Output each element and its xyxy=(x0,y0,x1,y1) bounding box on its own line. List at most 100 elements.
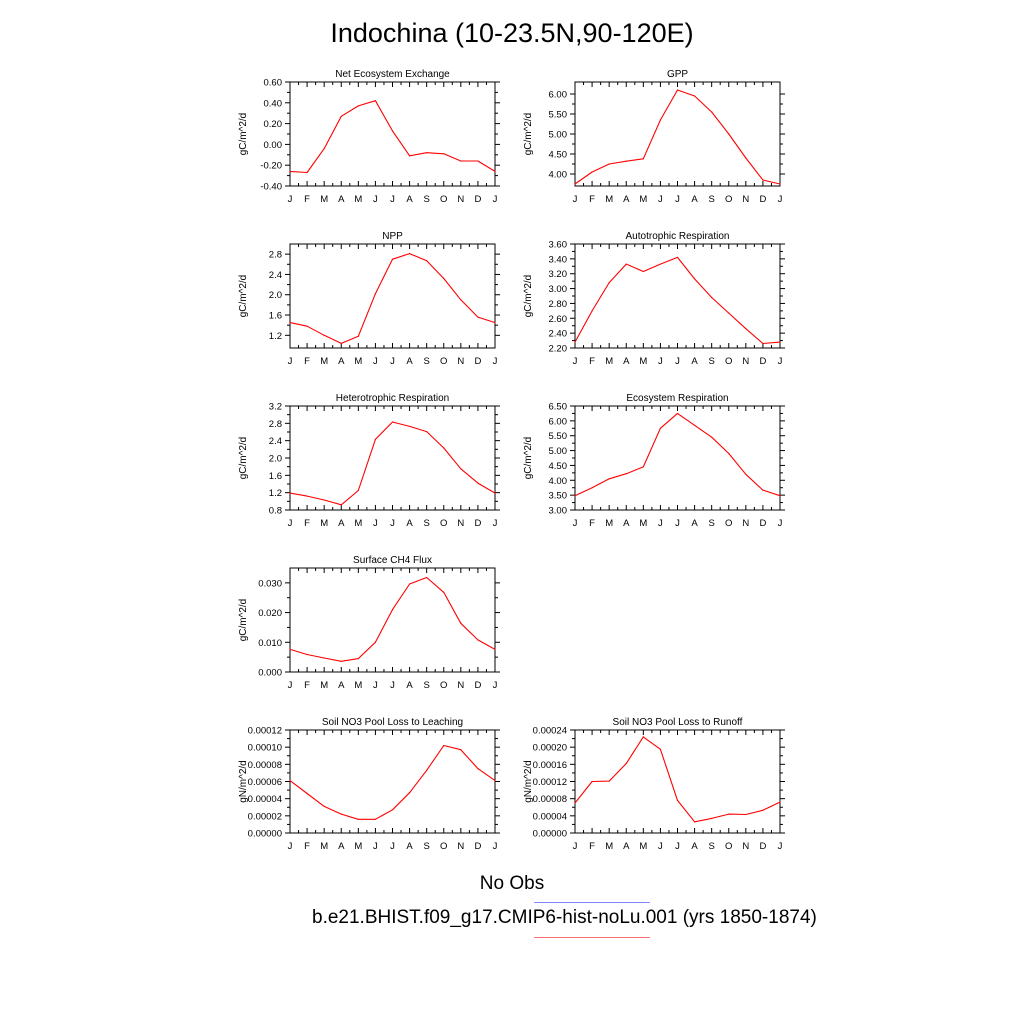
data-point xyxy=(693,424,696,426)
series-line xyxy=(574,89,781,185)
x-tick-label: J xyxy=(573,518,578,529)
y-tick-label: 0.00010 xyxy=(248,743,282,754)
data-point xyxy=(642,158,644,160)
x-tick-label: J xyxy=(573,356,578,367)
plot-frame xyxy=(289,729,496,834)
series-line xyxy=(289,421,496,506)
chart-title: Surface CH4 Flux xyxy=(353,555,432,566)
x-tick-label: O xyxy=(440,680,447,691)
data-point xyxy=(477,160,479,162)
data-point xyxy=(693,95,696,97)
data-point xyxy=(591,487,593,489)
data-point xyxy=(779,183,781,185)
y-tick-label: 0.00 xyxy=(264,140,283,151)
x-tick-label: J xyxy=(675,194,680,205)
data-point xyxy=(340,115,342,117)
y-tick-label: 4.00 xyxy=(549,170,568,181)
y-tick-label: 0.00012 xyxy=(248,726,282,737)
y-axis-label: gC/m^2/d xyxy=(238,113,249,156)
data-point xyxy=(357,818,359,820)
x-tick-label: N xyxy=(457,518,464,529)
data-point xyxy=(574,341,576,343)
y-tick-label: 0.60 xyxy=(264,78,283,89)
y-tick-label: 0.00012 xyxy=(533,777,567,788)
data-point xyxy=(323,334,325,336)
x-tick-label: J xyxy=(493,680,498,691)
x-tick-label: J xyxy=(493,356,498,367)
x-tick-label: J xyxy=(778,194,783,205)
x-tick-label: J xyxy=(493,194,498,205)
x-tick-label: S xyxy=(708,518,714,529)
y-tick-label: 2.20 xyxy=(549,344,568,355)
y-tick-label: 0.40 xyxy=(264,98,283,109)
legend-obs-line xyxy=(534,902,650,903)
data-point xyxy=(443,277,445,280)
chart-title: Ecosystem Respiration xyxy=(626,393,728,404)
data-point xyxy=(745,157,747,159)
x-tick-label: J xyxy=(493,841,498,852)
x-tick-label: N xyxy=(457,194,464,205)
data-point xyxy=(494,492,496,494)
x-tick-label: J xyxy=(675,518,680,529)
x-tick-label: O xyxy=(440,356,447,367)
data-point xyxy=(391,609,394,611)
data-point xyxy=(408,425,411,427)
x-tick-label: J xyxy=(390,356,395,367)
x-tick-label: N xyxy=(742,518,749,529)
x-tick-label: J xyxy=(288,680,293,691)
data-point xyxy=(323,147,325,150)
x-tick-label: M xyxy=(354,680,362,691)
y-tick-label: 1.6 xyxy=(269,471,282,482)
x-tick-label: J xyxy=(658,841,663,852)
data-point xyxy=(779,495,781,497)
data-point xyxy=(659,119,662,121)
data-point xyxy=(642,736,644,738)
x-tick-label: A xyxy=(338,518,345,529)
data-point xyxy=(289,780,291,782)
data-point xyxy=(443,591,445,593)
x-tick-label: M xyxy=(605,841,613,852)
x-tick-label: S xyxy=(423,518,429,529)
y-tick-label: 0.00000 xyxy=(248,829,282,840)
y-tick-label: 2.4 xyxy=(269,270,282,281)
x-tick-label: A xyxy=(338,680,345,691)
chart-title: Net Ecosystem Exchange xyxy=(335,69,450,80)
data-point xyxy=(306,495,308,497)
x-tick-label: D xyxy=(474,194,481,205)
y-tick-label: 2.0 xyxy=(269,290,282,301)
x-tick-label: O xyxy=(725,841,732,852)
data-point xyxy=(693,278,696,280)
data-point xyxy=(608,163,610,165)
y-tick-label: 6.00 xyxy=(549,90,568,101)
x-tick-label: O xyxy=(725,518,732,529)
data-point xyxy=(625,762,627,765)
y-tick-label: 2.40 xyxy=(549,329,568,340)
y-axis-label: gN/m^2/d xyxy=(238,760,249,803)
data-point xyxy=(374,641,377,643)
plot-frame xyxy=(574,81,781,187)
x-tick-label: J xyxy=(390,518,395,529)
x-tick-label: A xyxy=(691,356,698,367)
y-tick-label: 2.60 xyxy=(549,314,568,325)
x-tick-label: J xyxy=(288,194,293,205)
data-point xyxy=(574,495,576,497)
x-tick-label: N xyxy=(742,841,749,852)
series-line xyxy=(289,100,496,174)
x-tick-label: N xyxy=(457,356,464,367)
data-point xyxy=(306,792,308,795)
data-point xyxy=(357,105,359,107)
x-tick-label: F xyxy=(304,356,310,367)
chart-title: NPP xyxy=(382,231,403,242)
x-tick-label: M xyxy=(605,194,613,205)
chart-title: Heterotrophic Respiration xyxy=(336,393,449,404)
x-tick-label: D xyxy=(474,841,481,852)
data-point xyxy=(306,653,308,656)
x-tick-label: A xyxy=(691,194,698,205)
data-point xyxy=(745,328,747,330)
y-tick-label: 0.00006 xyxy=(248,777,282,788)
data-point xyxy=(659,427,662,429)
data-point xyxy=(477,768,479,770)
x-tick-label: J xyxy=(390,680,395,691)
x-tick-label: J xyxy=(493,518,498,529)
